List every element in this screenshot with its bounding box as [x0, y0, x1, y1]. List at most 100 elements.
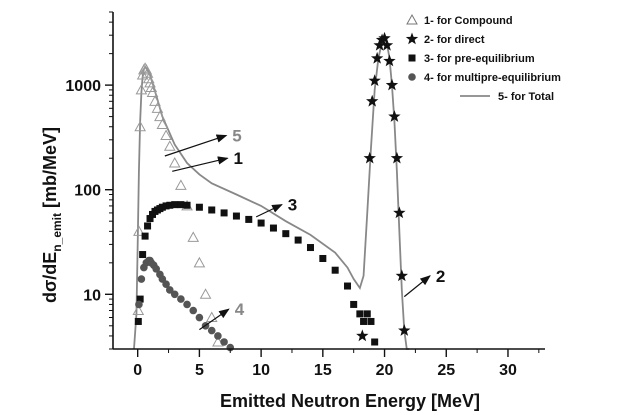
data-point: [214, 332, 222, 340]
annotation-label: 3: [288, 196, 297, 215]
data-point: [363, 151, 376, 164]
x-tick-label: 5: [195, 362, 204, 379]
data-point: [145, 81, 158, 92]
series-5-total-line: [133, 34, 410, 350]
data-point: [232, 212, 240, 220]
data-point: [144, 76, 156, 88]
annotation-arrow: [172, 156, 229, 172]
data-point: [139, 251, 147, 259]
data-point: [360, 317, 368, 325]
data-point: [368, 74, 381, 87]
y-axis-title-main: dσ/dE: [40, 252, 60, 303]
legend-label: 2- for direct: [424, 34, 485, 46]
data-point: [141, 232, 149, 240]
data-point: [162, 202, 170, 210]
data-point: [149, 95, 161, 106]
legend-item: 3- for pre-equilibrium: [408, 53, 535, 65]
data-point: [136, 68, 149, 80]
annotation-arrow: [199, 308, 230, 331]
series-3-pre-equilibrium: [134, 201, 379, 346]
annotation-label: 4: [235, 300, 245, 319]
x-tick-label: 30: [499, 362, 517, 379]
data-point: [183, 300, 191, 309]
data-point: [319, 254, 327, 262]
data-point: [166, 201, 174, 209]
data-point: [177, 295, 185, 303]
data-point: [371, 338, 379, 346]
data-point: [195, 313, 204, 322]
data-point: [163, 140, 176, 151]
data-point: [393, 206, 406, 219]
data-point: [135, 83, 148, 95]
annotation-arrow: [255, 204, 283, 218]
series-layer: [132, 31, 411, 352]
data-point: [134, 120, 147, 132]
x-tick-label: 25: [437, 362, 455, 379]
x-tick-label: 15: [314, 362, 332, 379]
data-point: [193, 256, 206, 268]
annotation-label: 5: [232, 126, 241, 145]
data-point: [395, 269, 408, 282]
y-axis-title-unit: [mb/MeV]: [40, 127, 60, 213]
y-axis-title: dσ/dEn_emit [mb/MeV]: [40, 127, 64, 303]
y-tick-label: 1000: [65, 78, 101, 95]
data-point: [366, 94, 379, 107]
x-tick-label: 0: [133, 362, 142, 379]
data-point: [380, 38, 394, 51]
data-point: [367, 317, 375, 325]
data-point: [175, 179, 187, 190]
data-point: [356, 329, 369, 342]
data-point: [373, 38, 386, 51]
data-point: [140, 63, 153, 75]
data-point: [160, 129, 172, 140]
data-point: [306, 244, 314, 252]
data-point: [199, 288, 212, 299]
data-point: [152, 265, 160, 273]
series-4-multipre-equilibrium: [135, 256, 235, 352]
annotation-arrow: [164, 134, 228, 157]
data-point: [344, 282, 352, 290]
annotation-label: 2: [436, 267, 445, 286]
legend-item: 5- for Total: [460, 91, 554, 103]
annotation-arrow: [403, 275, 431, 298]
legend: 1- for Compound 2- for direct 3- for pre-e…: [405, 13, 561, 103]
data-point: [220, 209, 228, 217]
x-tick-label: 10: [252, 362, 270, 379]
data-point: [208, 206, 216, 214]
data-point: [269, 224, 277, 232]
y-axis-title-subscript: n_emit: [50, 213, 64, 252]
data-point: [257, 219, 265, 227]
data-point: [146, 215, 154, 223]
data-point: [134, 317, 142, 325]
x-tick-label: 20: [376, 362, 394, 379]
legend-symbol: [408, 73, 416, 81]
data-point: [136, 295, 144, 303]
data-point: [183, 201, 191, 209]
data-point: [177, 201, 185, 209]
data-point: [378, 31, 391, 44]
data-point: [294, 236, 302, 244]
data-point: [168, 156, 181, 168]
data-point: [388, 110, 401, 122]
data-point: [383, 54, 396, 67]
data-point: [189, 306, 198, 315]
data-point: [165, 286, 174, 294]
annotation-layer: 5 1 3 2 4: [164, 126, 445, 331]
data-point: [156, 118, 169, 130]
data-point: [142, 72, 155, 84]
data-point: [170, 290, 179, 299]
data-point: [137, 275, 146, 283]
data-point: [398, 324, 411, 336]
data-point: [195, 203, 203, 211]
legend-label: 3- for pre-equilibrium: [424, 53, 535, 65]
data-point: [385, 78, 399, 91]
data-point: [151, 102, 164, 113]
data-point: [205, 311, 218, 323]
data-point: [350, 300, 358, 308]
data-point: [133, 225, 145, 236]
data-point: [363, 310, 371, 318]
series-2-direct: [356, 31, 411, 342]
data-point: [370, 51, 384, 64]
